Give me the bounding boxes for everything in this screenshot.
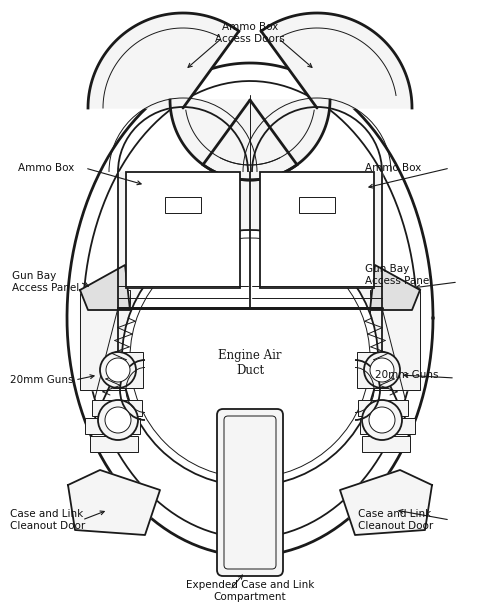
Text: Expended Case and Link
Compartment: Expended Case and Link Compartment — [186, 580, 314, 601]
Text: Engine Air
Duct: Engine Air Duct — [218, 349, 282, 377]
Circle shape — [370, 358, 394, 382]
Circle shape — [106, 358, 130, 382]
Circle shape — [122, 230, 378, 486]
Polygon shape — [83, 81, 417, 538]
Circle shape — [364, 352, 400, 388]
Bar — [358, 400, 408, 416]
Circle shape — [105, 407, 131, 433]
Polygon shape — [68, 470, 160, 535]
Circle shape — [362, 400, 402, 440]
Circle shape — [100, 352, 136, 388]
Polygon shape — [80, 265, 130, 310]
Circle shape — [369, 407, 395, 433]
Polygon shape — [252, 172, 382, 308]
Text: Case and Link
Cleanout Door: Case and Link Cleanout Door — [358, 509, 433, 531]
Polygon shape — [118, 172, 248, 308]
Text: Ammo Box: Ammo Box — [18, 163, 74, 173]
Bar — [357, 352, 387, 388]
FancyBboxPatch shape — [217, 409, 283, 576]
Bar — [92, 400, 142, 416]
Polygon shape — [67, 63, 433, 556]
Polygon shape — [370, 290, 420, 390]
Polygon shape — [170, 100, 297, 180]
Text: 20mm Guns: 20mm Guns — [10, 375, 74, 385]
Bar — [113, 352, 143, 388]
Polygon shape — [80, 290, 130, 390]
Polygon shape — [340, 470, 432, 535]
Polygon shape — [370, 265, 420, 310]
Bar — [260, 172, 374, 288]
Polygon shape — [261, 13, 412, 108]
Polygon shape — [203, 100, 330, 180]
Circle shape — [98, 400, 138, 440]
Bar — [360, 418, 415, 434]
Text: Ammo Box: Ammo Box — [365, 163, 421, 173]
Bar — [165, 197, 201, 213]
Bar — [362, 436, 410, 452]
Bar — [299, 197, 335, 213]
Text: Gun Bay
Access Panel: Gun Bay Access Panel — [12, 271, 79, 293]
Bar — [85, 418, 140, 434]
Text: Ammo Box
Access Doors: Ammo Box Access Doors — [215, 22, 285, 44]
Text: 20mm Guns: 20mm Guns — [375, 370, 438, 380]
Polygon shape — [88, 13, 239, 108]
Text: Gun Bay
Access Panel: Gun Bay Access Panel — [365, 264, 432, 286]
Bar — [126, 172, 240, 288]
Bar — [90, 436, 138, 452]
Text: Case and Link
Cleanout Door: Case and Link Cleanout Door — [10, 509, 85, 531]
